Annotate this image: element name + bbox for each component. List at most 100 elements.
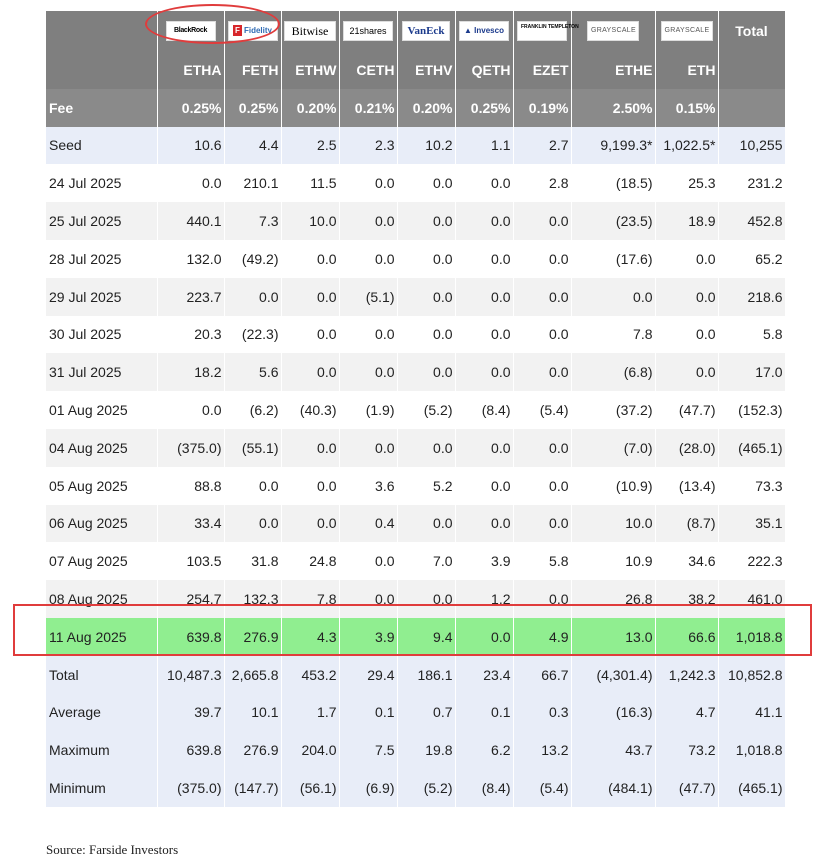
summary-cell: 1,242.3 <box>655 655 719 694</box>
flow-cell: 0.0 <box>397 504 456 543</box>
flow-cell: 0.0 <box>513 202 572 240</box>
flow-cell: 0.0 <box>513 580 572 618</box>
flow-cell: 7.3 <box>224 202 282 240</box>
table-row: 08 Aug 2025 254.7 132.3 7.8 0.0 0.0 1.2 0.0 26.8… <box>46 580 786 618</box>
row-total: 231.2 <box>718 164 786 203</box>
summary-cell: 73.2 <box>655 731 719 770</box>
ticker-row: ETHA FETH ETHW CETH ETHV QETH EZET ETHE ETH <box>46 51 786 89</box>
table-row: 28 Jul 2025 132.0 (49.2) 0.0 0.0 0.0 0.0 0.0 (17… <box>46 239 786 278</box>
ticker-header: FETH <box>224 51 282 89</box>
21shares-logo: 21shares <box>343 21 393 41</box>
table-row: 29 Jul 2025 223.7 0.0 0.0 (5.1) 0.0 0.0 0.0 0.0 0… <box>46 277 786 316</box>
issuer-logo-row: BlackRock F Fidelity Bitwise 21shares VanEck ▲… <box>46 11 786 51</box>
ticker-total-blank <box>718 51 786 89</box>
fee-cell: 0.15% <box>655 88 719 127</box>
table-row: 01 Aug 2025 0.0 (6.2) (40.3) (1.9) (5.2) (8.4)… <box>46 391 786 429</box>
flow-cell: 26.8 <box>571 580 656 618</box>
summary-cell: (5.4) <box>513 769 572 807</box>
row-total: 1,018.8 <box>718 617 786 656</box>
flow-cell: 223.7 <box>157 277 225 316</box>
flow-cell: (7.0) <box>571 428 656 467</box>
flow-cell: 132.0 <box>157 239 225 278</box>
flow-cell: 25.3 <box>655 164 719 203</box>
grayscale-logo: GRAYSCALE <box>660 21 713 41</box>
flow-cell: 103.5 <box>157 542 225 581</box>
summary-cell: (375.0) <box>157 769 225 807</box>
row-total: 218.6 <box>718 277 786 316</box>
flow-cell: 0.0 <box>513 353 572 392</box>
summary-cell: 453.2 <box>281 655 340 694</box>
summary-total: 1,018.8 <box>718 731 786 770</box>
summary-cell: 39.7 <box>157 693 225 732</box>
flow-cell: 0.0 <box>397 353 456 392</box>
flow-cell: 0.0 <box>455 239 514 278</box>
ticker-header: ETHW <box>281 51 340 89</box>
row-total: 452.8 <box>718 202 786 240</box>
flow-cell: 10.0 <box>571 504 656 543</box>
summary-cell: 66.7 <box>513 655 572 694</box>
flow-cell: 31.8 <box>224 542 282 581</box>
summary-cell: (4,301.4) <box>571 655 656 694</box>
flow-cell: 5.6 <box>224 353 282 392</box>
flow-cell: 0.0 <box>655 277 719 316</box>
issuer-name: GRAYSCALE <box>664 27 710 34</box>
flow-cell: 0.0 <box>397 239 456 278</box>
flow-cell: 0.0 <box>455 428 514 467</box>
summary-cell: (56.1) <box>281 769 340 807</box>
flow-cell: 0.0 <box>513 428 572 467</box>
flow-cell: 2.5 <box>281 126 340 165</box>
fee-cell: 0.25% <box>157 88 225 127</box>
flow-cell: (40.3) <box>281 391 340 429</box>
flow-cell: 0.0 <box>281 428 340 467</box>
fee-cell: 2.50% <box>571 88 656 127</box>
flow-cell: 4.4 <box>224 126 282 165</box>
ticker-header: QETH <box>455 51 514 89</box>
flow-cell: 132.3 <box>224 580 282 618</box>
flow-cell: 11.5 <box>281 164 340 203</box>
flow-cell: 0.4 <box>339 504 398 543</box>
summary-cell: 0.7 <box>397 693 456 732</box>
corner-cell <box>46 11 158 51</box>
row-date: 07 Aug 2025 <box>46 542 158 581</box>
issuer-logo-cell: BlackRock <box>157 11 225 51</box>
summary-cell: 7.5 <box>339 731 398 770</box>
fidelity-logo: F Fidelity <box>227 21 278 41</box>
flow-cell: 10.6 <box>157 126 225 165</box>
flow-cell: 10.9 <box>571 542 656 581</box>
flow-cell: 0.0 <box>397 164 456 203</box>
flow-cell: 0.0 <box>455 617 514 656</box>
table-row: 11 Aug 2025 639.8 276.9 4.3 3.9 9.4 0.0 4.9 13.0… <box>46 617 786 656</box>
row-total: 222.3 <box>718 542 786 581</box>
flow-cell: 34.6 <box>655 542 719 581</box>
fee-total-blank <box>718 88 786 127</box>
row-date: 01 Aug 2025 <box>46 391 158 429</box>
row-total: 10,255 <box>718 126 786 165</box>
summary-cell: 10,487.3 <box>157 655 225 694</box>
row-date: 29 Jul 2025 <box>46 277 158 316</box>
flow-cell: (17.6) <box>571 239 656 278</box>
flow-cell: 0.0 <box>455 315 514 354</box>
flow-cell: 0.0 <box>224 277 282 316</box>
flow-cell: 33.4 <box>157 504 225 543</box>
flow-cell: 0.0 <box>655 239 719 278</box>
flow-cell: 0.0 <box>455 353 514 392</box>
flow-cell: 13.0 <box>571 617 656 656</box>
fee-cell: 0.20% <box>397 88 456 127</box>
issuer-logo-cell: GRAYSCALE <box>655 11 719 51</box>
issuer-name: Invesco <box>474 26 504 35</box>
summary-cell: 6.2 <box>455 731 514 770</box>
issuer-logo-cell: FRANKLIN TEMPLETON <box>513 11 579 51</box>
flow-cell: 0.0 <box>455 202 514 240</box>
table-row: 07 Aug 2025 103.5 31.8 24.8 0.0 7.0 3.9 5.8 10.9… <box>46 542 786 581</box>
flow-cell: (28.0) <box>655 428 719 467</box>
summary-cell: 639.8 <box>157 731 225 770</box>
row-date: 28 Jul 2025 <box>46 239 158 278</box>
summary-cell: 2,665.8 <box>224 655 282 694</box>
flow-cell: 0.0 <box>655 315 719 354</box>
flow-cell: 0.0 <box>157 391 225 429</box>
flow-cell: 0.0 <box>513 315 572 354</box>
issuer-logo-cell: GRAYSCALE <box>571 11 656 51</box>
row-date: 06 Aug 2025 <box>46 504 158 543</box>
flow-cell: 18.2 <box>157 353 225 392</box>
summary-total: 41.1 <box>718 693 786 732</box>
